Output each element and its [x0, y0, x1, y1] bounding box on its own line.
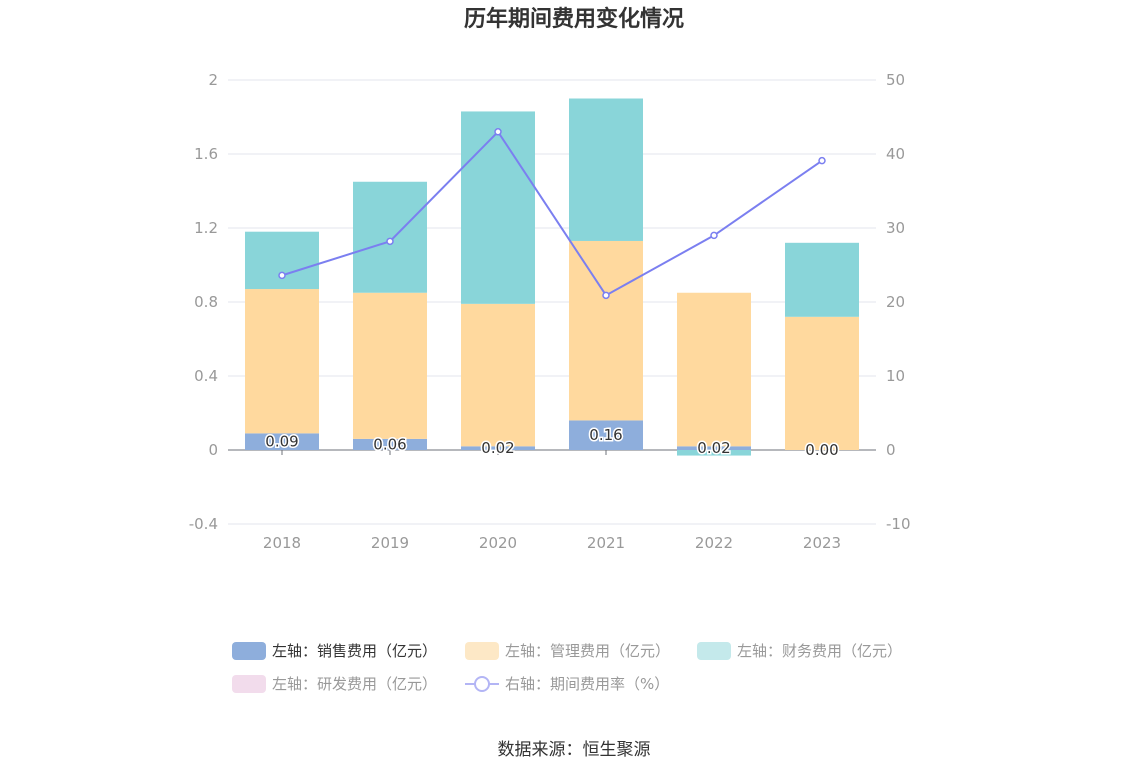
bar-segment — [353, 181, 427, 293]
bar-segment — [461, 111, 535, 304]
source-note: 数据来源：恒生聚源 — [498, 740, 651, 760]
sales-data-label: 0.09 — [265, 433, 298, 451]
rate-point — [386, 237, 394, 246]
bar-segment — [353, 292, 427, 439]
bar-segment — [353, 438, 427, 450]
rate-point — [602, 291, 610, 300]
bar-segment — [461, 303, 535, 447]
x-tick-label: 2018 — [263, 534, 301, 552]
grid-lines — [228, 79, 876, 525]
right-tick-label: 40 — [886, 145, 905, 163]
rate-point — [494, 128, 502, 136]
x-tick-label: 2022 — [695, 534, 733, 552]
legend: 左轴：销售费用（亿元） 左轴：管理费用（亿元） 左轴：财务费用（亿元） 左轴：研发费用… — [232, 642, 902, 693]
bar-segment — [461, 446, 535, 450]
chart-title: 历年期间费用变化情况 — [464, 6, 684, 32]
right-tick-label: 20 — [886, 293, 905, 311]
left-tick-label: -0.4 — [189, 515, 218, 533]
x-tick-label: 2021 — [587, 534, 625, 552]
rate-point — [278, 271, 286, 280]
bar-segment — [569, 98, 643, 241]
rate-line-path — [281, 130, 823, 297]
bar-segment — [569, 240, 643, 421]
left-tick-label: 1.2 — [194, 219, 218, 237]
left-tick-label: 0.4 — [194, 367, 218, 385]
sales-data-label: 0.16 — [589, 426, 622, 444]
rate-line — [278, 128, 826, 300]
bar-segment — [785, 316, 859, 450]
bar-segment — [677, 292, 751, 447]
x-tick-label: 2019 — [371, 534, 409, 552]
legend-label: 右轴：期间费用率（%） — [505, 675, 669, 693]
bar-segment — [245, 289, 319, 434]
bar-segment — [245, 433, 319, 450]
rate-point — [710, 231, 718, 240]
legend-label: 左轴：研发费用（亿元） — [272, 675, 437, 693]
right-tick-label: 30 — [886, 219, 905, 237]
left-tick-label: 0 — [208, 441, 218, 459]
bar-segment — [677, 450, 751, 456]
right-tick-label: 10 — [886, 367, 905, 385]
legend-swatch — [465, 642, 499, 660]
right-tick-label: -10 — [886, 515, 911, 533]
x-tick-label: 2020 — [479, 534, 517, 552]
bars — [245, 98, 859, 456]
sales-data-label: 0.00 — [805, 441, 838, 459]
legend-line-marker — [474, 676, 490, 692]
sales-data-label: 0.02 — [481, 439, 514, 457]
sales-data-label: 0.06 — [373, 435, 406, 453]
bar-segment — [245, 231, 319, 290]
sales-data-label: 0.02 — [697, 439, 730, 457]
legend-label: 左轴：销售费用（亿元） — [272, 642, 437, 660]
x-tick-label: 2023 — [803, 534, 841, 552]
right-tick-label: 50 — [886, 71, 905, 89]
bar-segment — [677, 446, 751, 450]
legend-label: 左轴：财务费用（亿元） — [737, 642, 902, 660]
data-labels: 0.09 0.06 0.02 0.16 0.02 0.00 — [264, 425, 840, 461]
bar-segment — [785, 242, 859, 317]
legend-swatch — [697, 642, 731, 660]
legend-swatch — [232, 642, 266, 660]
bar-segment — [569, 420, 643, 450]
left-tick-label: 2 — [208, 71, 218, 89]
rate-point — [818, 156, 826, 165]
axes: -0.4 0 0.4 0.8 1.2 1.6 2 -10 0 10 20 30 40 50 2018 2019… — [189, 71, 911, 552]
left-tick-label: 1.6 — [194, 145, 218, 163]
legend-label: 左轴：管理费用（亿元） — [505, 642, 670, 660]
right-tick-label: 0 — [886, 441, 896, 459]
left-tick-label: 0.8 — [194, 293, 218, 311]
legend-swatch — [232, 675, 266, 693]
